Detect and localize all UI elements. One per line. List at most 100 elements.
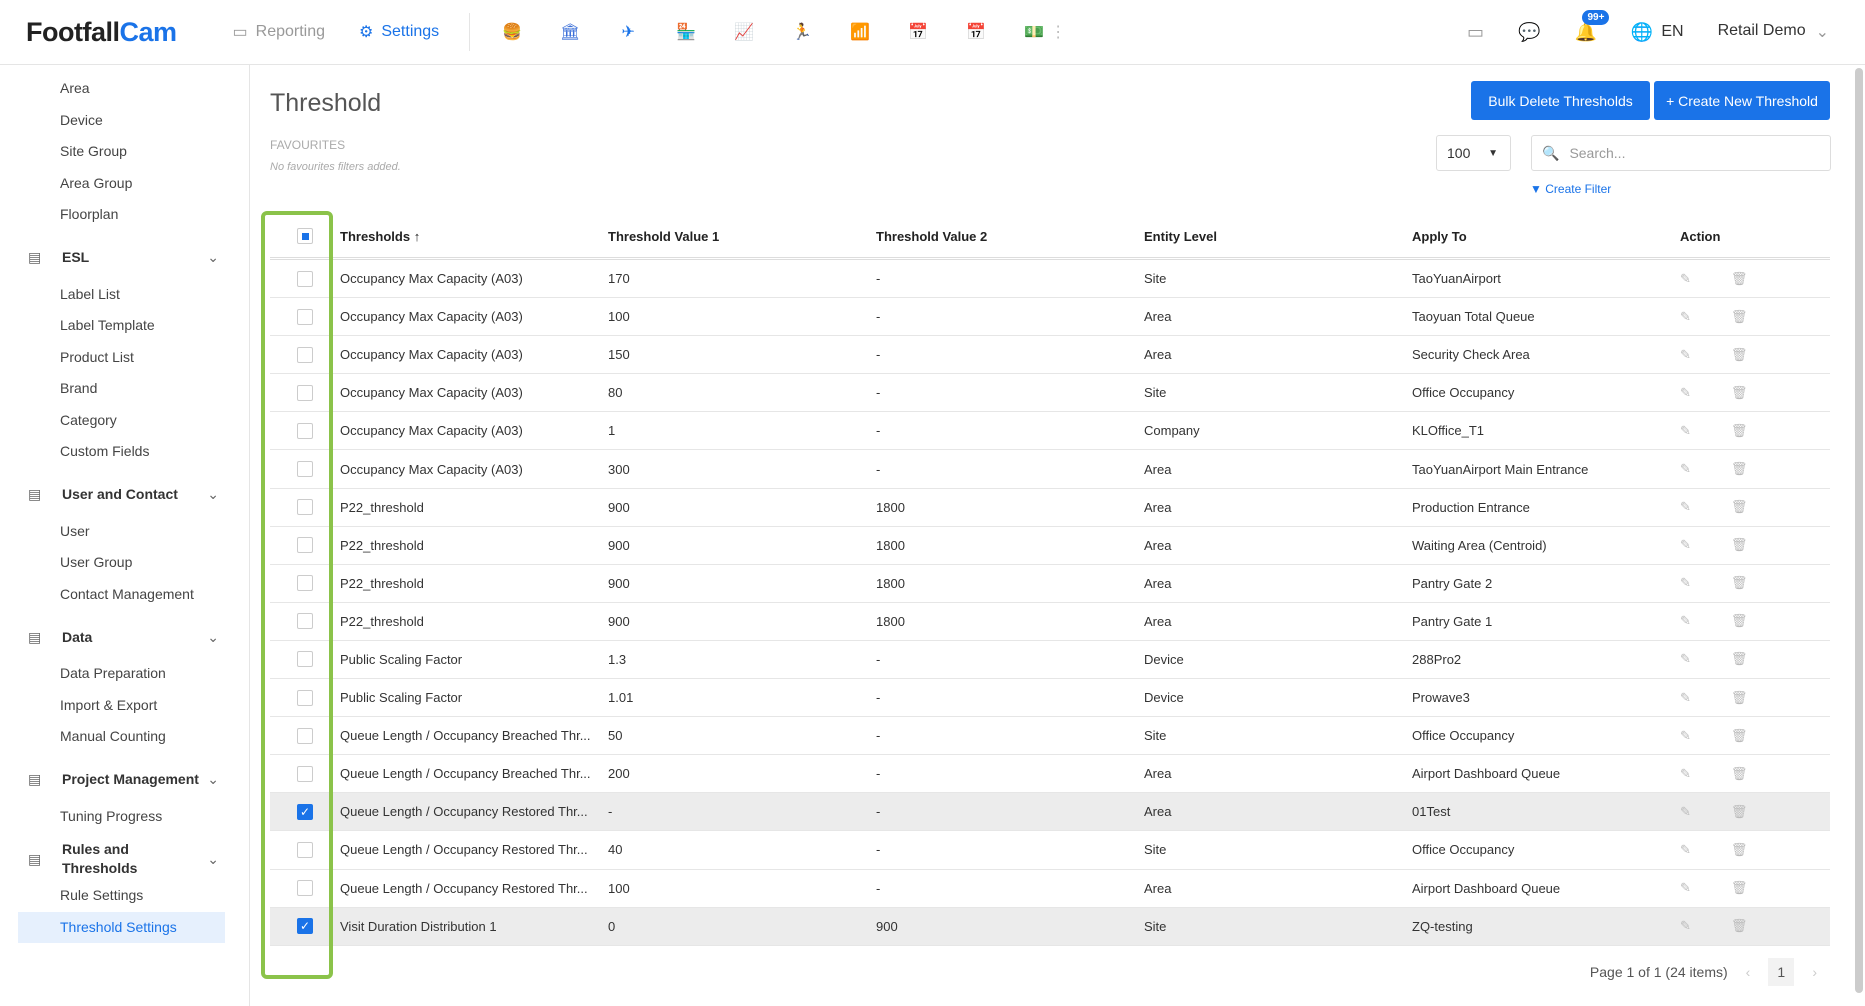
nav-reporting[interactable]: ▭ Reporting [232,23,326,41]
sidebar-item[interactable]: Brand [60,380,98,396]
sidebar-item[interactable]: Product List [60,348,134,365]
language-selector[interactable]: 🌐 EN [1630,21,1684,42]
sidebar-section-1[interactable]: ▤ ESL ⌄ [28,249,219,265]
trash-icon[interactable]: 🗑 [1730,918,1748,934]
row-checkbox[interactable] [297,537,313,554]
sidebar-section-4[interactable]: ▤ Project Management ⌄ [28,771,219,787]
sidebar-item[interactable]: User [60,522,90,539]
trash-icon[interactable]: 🗑 [1730,689,1748,705]
burger-app-icon[interactable]: 🍔 [502,24,523,41]
wifi-app-icon[interactable]: 📶 [850,24,871,41]
sidebar-item[interactable]: Area [60,80,90,96]
sidebar-item[interactable]: Label Template [60,317,155,333]
sidebar-item[interactable]: User Group [60,554,133,570]
row-checkbox[interactable] [297,651,313,668]
column-header-entity-level[interactable]: Entity Level [1144,228,1217,244]
sidebar-item[interactable]: Threshold Settings [18,911,225,943]
edit-icon[interactable]: ✎ [1680,537,1691,553]
trash-icon[interactable]: 🗑 [1730,841,1748,857]
edit-icon[interactable]: ✎ [1680,880,1691,896]
create-filter-link[interactable]: ▼ Create Filter [1530,182,1612,196]
trash-icon[interactable]: 🗑 [1730,651,1748,667]
column-header-thresholds[interactable]: Thresholds ↑ [340,228,421,244]
trash-icon[interactable]: 🗑 [1730,384,1748,400]
page-button[interactable]: 1 [1768,958,1795,986]
bank-app-icon[interactable]: 🏛 [560,24,581,41]
sidebar-item[interactable]: Custom Fields [60,443,150,459]
trash-icon[interactable]: 🗑 [1730,499,1748,515]
column-header-value-2[interactable]: Threshold Value 2 [876,228,988,244]
row-checkbox[interactable] [297,308,313,325]
trash-icon[interactable]: 🗑 [1730,461,1748,477]
edit-icon[interactable]: ✎ [1680,841,1691,857]
sidebar-item[interactable]: Label List [60,285,120,302]
trash-icon[interactable]: 🗑 [1730,270,1748,286]
sidebar-item[interactable]: Device [60,111,103,128]
trash-icon[interactable]: 🗑 [1730,765,1748,781]
trash-icon[interactable]: 🗑 [1730,803,1748,819]
row-checkbox[interactable] [297,422,313,439]
people-app-icon[interactable]: 🏃 [792,24,813,41]
row-checkbox[interactable] [297,384,313,401]
trash-icon[interactable]: 🗑 [1730,308,1748,324]
trash-icon[interactable]: 🗑 [1730,537,1748,553]
logo[interactable]: FootfallCam [26,16,177,47]
sidebar-section-3[interactable]: ▤ Data ⌄ [28,628,219,645]
edit-icon[interactable]: ✎ [1680,384,1691,400]
edit-icon[interactable]: ✎ [1680,689,1691,705]
edit-icon[interactable]: ✎ [1680,461,1691,477]
money-app-icon[interactable]: 💵 [1024,24,1045,41]
trash-icon[interactable]: 🗑 [1730,346,1748,362]
sidebar-item[interactable]: Category [60,411,117,428]
bulk-delete-button[interactable]: Bulk Delete Thresholds [1471,81,1650,120]
row-checkbox[interactable]: ✓ [297,803,313,820]
sidebar-item[interactable]: Area Group [60,174,133,191]
bell-icon[interactable]: 🔔 99+ [1574,9,1610,43]
sidebar-item[interactable]: Tuning Progress [60,807,163,824]
edit-icon[interactable]: ✎ [1680,613,1691,629]
edit-icon[interactable]: ✎ [1680,765,1691,781]
chart-app-icon[interactable]: 📈 [734,24,755,41]
trash-icon[interactable]: 🗑 [1730,880,1748,896]
trash-icon[interactable]: 🗑 [1730,727,1748,743]
sidebar-item[interactable]: Import & Export [60,696,158,713]
create-threshold-button[interactable]: + Create New Threshold [1654,81,1830,120]
sidebar-item[interactable]: Site Group [60,143,127,159]
column-header-apply-to[interactable]: Apply To [1412,228,1467,244]
row-checkbox[interactable] [297,613,313,630]
edit-icon[interactable]: ✎ [1680,422,1691,438]
calendar-app-icon-2[interactable]: 📅 [966,24,987,41]
user-menu[interactable]: Retail Demo ⌄ [1717,22,1829,41]
row-checkbox[interactable] [297,270,313,287]
edit-icon[interactable]: ✎ [1680,270,1691,286]
row-checkbox[interactable] [297,461,313,478]
edit-icon[interactable]: ✎ [1680,803,1691,819]
more-icon[interactable]: ⋮ [1050,24,1067,41]
edit-icon[interactable]: ✎ [1680,918,1691,934]
ticket-icon[interactable]: ▭ [1467,21,1485,42]
trash-icon[interactable]: 🗑 [1730,613,1748,629]
sidebar-item[interactable]: Contact Management [60,585,194,602]
trash-icon[interactable]: 🗑 [1730,422,1748,438]
nav-settings[interactable]: ⚙ Settings [359,23,440,41]
row-checkbox[interactable] [297,727,313,744]
store-app-icon[interactable]: 🏪 [676,24,697,41]
row-checkbox[interactable] [297,841,313,858]
sidebar-item[interactable]: Data Preparation [60,665,166,681]
row-checkbox[interactable] [297,765,313,782]
edit-icon[interactable]: ✎ [1680,651,1691,667]
row-checkbox[interactable] [297,880,313,897]
edit-icon[interactable]: ✎ [1680,346,1691,362]
airport-app-icon[interactable]: ✈ [621,24,635,41]
edit-icon[interactable]: ✎ [1680,575,1691,591]
calendar-app-icon[interactable]: 📅 [908,24,929,41]
scrollbar[interactable] [1855,68,1863,993]
prev-page-icon[interactable]: ‹ [1745,964,1751,980]
sidebar-section-2[interactable]: ▤ User and Contact ⌄ [28,486,219,502]
row-checkbox[interactable]: ✓ [297,918,313,935]
chat-icon[interactable]: 💬 [1518,21,1541,42]
row-checkbox[interactable] [297,499,313,516]
edit-icon[interactable]: ✎ [1680,308,1691,324]
sidebar-item[interactable]: Manual Counting [60,728,166,744]
trash-icon[interactable]: 🗑 [1730,575,1748,591]
